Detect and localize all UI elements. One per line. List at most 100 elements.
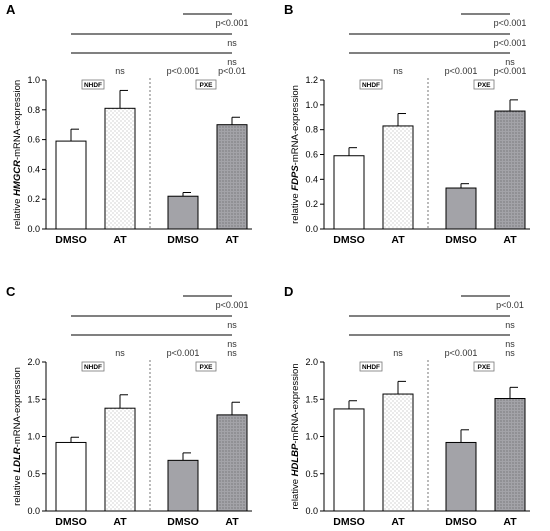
bracket-significance-label: ns <box>227 38 237 48</box>
group-label-box-nhdf <box>359 79 383 90</box>
group-label-nhdf: NHDF <box>84 364 102 371</box>
x-tick-label: DMSO <box>55 516 87 528</box>
panel-letter: B <box>284 2 293 17</box>
y-axis-label-suffix: -mRNA-expression <box>290 85 301 165</box>
group-label-box-pxe <box>195 361 217 372</box>
group-label-pxe: PXE <box>199 364 213 371</box>
bar-0 <box>333 408 365 512</box>
significance-label: p<0.001 <box>167 66 200 76</box>
bracket-significance-label: p<0.001 <box>494 18 527 28</box>
x-tick-label: DMSO <box>55 234 87 246</box>
y-axis-label-prefix: relative <box>290 191 301 224</box>
bar-1 <box>382 125 414 230</box>
y-tick-label: 0.6 <box>305 150 318 160</box>
group-label-nhdf: NHDF <box>362 82 380 89</box>
bracket-significance-label: p<0.001 <box>216 18 249 28</box>
group-label-pxe: PXE <box>199 82 213 89</box>
x-tick-label: DMSO <box>445 516 477 528</box>
significance-label: ns <box>393 66 403 76</box>
bar-1 <box>104 407 136 512</box>
y-tick-label: 1.5 <box>305 394 318 404</box>
y-tick-label: 2.0 <box>305 357 318 367</box>
significance-label: ns <box>227 348 237 358</box>
bracket-significance-label: p<0.001 <box>216 300 249 310</box>
x-tick-label: AT <box>225 516 239 528</box>
bar-2 <box>445 441 477 512</box>
y-tick-label: 0.4 <box>305 174 318 184</box>
y-axis-label-gene: LDLR <box>12 447 23 472</box>
bracket-significance-label: p<0.001 <box>494 38 527 48</box>
panel-letter: C <box>6 284 16 299</box>
x-tick-label: AT <box>113 516 127 528</box>
bracket-significance-label: ns <box>227 339 237 349</box>
y-tick-label: 0.0 <box>305 224 318 234</box>
y-tick-label: 0.5 <box>27 469 40 479</box>
y-axis-label: relative HDLBP-mRNA-expression <box>290 363 301 509</box>
y-tick-label: 1.0 <box>305 100 318 110</box>
y-axis-label-prefix: relative <box>290 476 301 509</box>
y-tick-label: 0.5 <box>305 469 318 479</box>
bar-0 <box>55 441 87 512</box>
bracket-significance-label: ns <box>227 320 237 330</box>
panel-A: A 0.0 0.2 0.4 0.6 0.8 1.0 relative HMGCR-mRNA-e… <box>6 2 252 246</box>
y-axis-label-suffix: -mRNA-expression <box>290 363 301 443</box>
y-axis-label-gene: HDLBP <box>290 443 301 476</box>
bracket-significance-label: ns <box>227 57 237 67</box>
significance-label: ns <box>115 348 125 358</box>
y-axis-label-prefix: relative <box>12 196 23 229</box>
bar-3 <box>216 414 248 512</box>
y-tick-label: 0.0 <box>27 224 40 234</box>
bar-3 <box>494 110 526 230</box>
y-tick-label: 1.0 <box>27 75 40 85</box>
panel-letter: D <box>284 284 293 299</box>
y-axis-label: relative HMGCR-mRNA-expression <box>12 80 23 229</box>
x-tick-label: DMSO <box>333 234 365 246</box>
y-tick-label: 2.0 <box>27 357 40 367</box>
bracket-significance-label: p<0.01 <box>496 300 524 310</box>
group-label-pxe: PXE <box>477 82 491 89</box>
significance-label: p<0.01 <box>218 66 246 76</box>
bar-1 <box>382 393 414 512</box>
x-tick-label: AT <box>503 234 517 246</box>
x-tick-label: AT <box>225 234 239 246</box>
panel-B: B 0.0 0.2 0.4 0.6 0.8 1.0 1.2 relative FDPS-mRNA… <box>284 2 530 246</box>
significance-label: p<0.001 <box>494 66 527 76</box>
y-tick-label: 0.4 <box>27 164 40 174</box>
x-tick-label: DMSO <box>167 516 199 528</box>
x-tick-label: DMSO <box>333 516 365 528</box>
y-tick-label: 0.2 <box>305 199 318 209</box>
y-tick-label: 1.0 <box>27 432 40 442</box>
group-label-box-pxe <box>473 361 495 372</box>
y-tick-label: 1.2 <box>305 75 318 85</box>
group-label-box-pxe <box>195 79 217 90</box>
group-label-nhdf: NHDF <box>84 82 102 89</box>
y-axis-label: relative FDPS-mRNA-expression <box>290 85 301 224</box>
bar-2 <box>445 187 477 230</box>
x-tick-label: AT <box>503 516 517 528</box>
significance-label: ns <box>505 348 515 358</box>
y-axis-label-suffix: -mRNA-expression <box>12 367 23 447</box>
y-axis-label-gene: FDPS <box>290 165 301 191</box>
significance-label: p<0.001 <box>167 348 200 358</box>
significance-label: ns <box>393 348 403 358</box>
y-tick-label: 1.0 <box>305 432 318 442</box>
panel-D: D 0.0 0.5 1.0 1.5 2.0 relative HDLBP-mRNA-expr… <box>284 284 530 528</box>
group-label-box-nhdf <box>81 361 105 372</box>
y-tick-label: 0.6 <box>27 135 40 145</box>
x-tick-label: DMSO <box>445 234 477 246</box>
significance-label: p<0.001 <box>445 66 478 76</box>
x-tick-label: AT <box>391 516 405 528</box>
bracket-significance-label: ns <box>505 339 515 349</box>
y-axis-label-prefix: relative <box>12 473 23 506</box>
y-tick-label: 1.5 <box>27 394 40 404</box>
group-label-box-nhdf <box>359 361 383 372</box>
y-tick-label: 0.0 <box>305 506 318 516</box>
y-axis-label-gene: HMGCR <box>12 160 23 196</box>
bracket-significance-label: ns <box>505 57 515 67</box>
y-tick-label: 0.2 <box>27 194 40 204</box>
significance-label: ns <box>115 66 125 76</box>
bracket-significance-label: ns <box>505 320 515 330</box>
x-tick-label: AT <box>391 234 405 246</box>
x-tick-label: AT <box>113 234 127 246</box>
